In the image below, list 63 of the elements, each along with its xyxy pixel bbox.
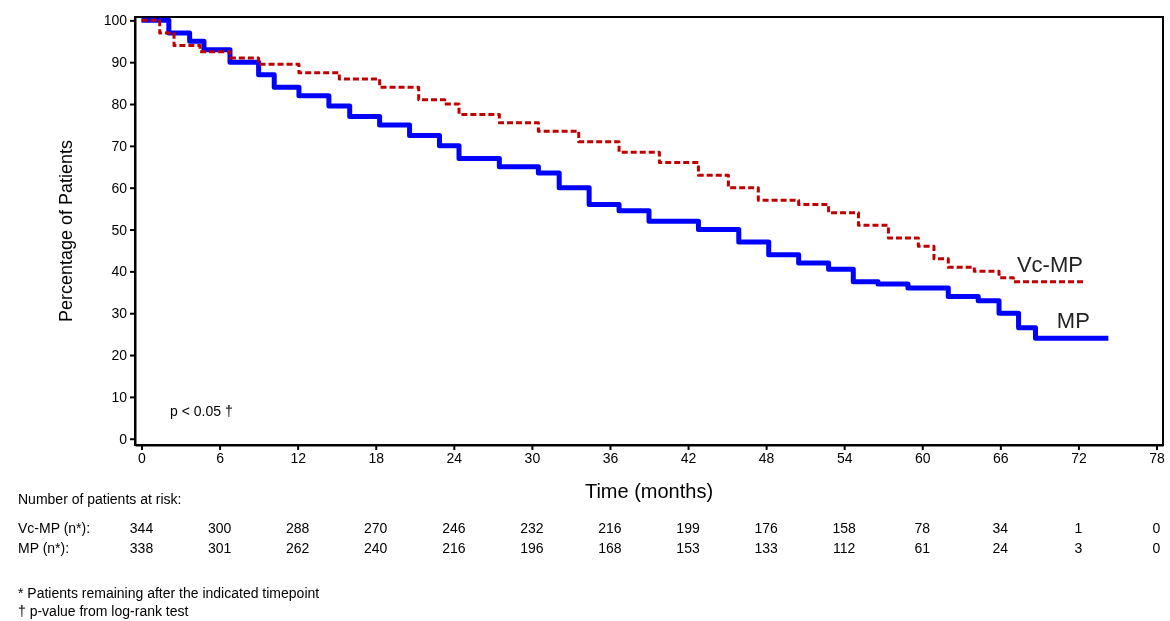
text: 112: [833, 540, 856, 556]
text: 246: [442, 520, 466, 536]
text: 153: [676, 540, 700, 556]
x-axis-title: Time (months): [584, 480, 714, 502]
text: 168: [598, 540, 622, 556]
text: * Patients remaining after the indicated timepoint: [18, 585, 320, 601]
text: 240: [364, 540, 388, 556]
text: 338: [129, 540, 154, 556]
y-tick-label: 50: [111, 221, 128, 238]
x-tick-label: 42: [680, 449, 697, 466]
text: 61: [914, 540, 931, 556]
text: 158: [832, 520, 857, 536]
y-tick-label: 60: [111, 179, 128, 196]
x-tick-label: 36: [602, 449, 619, 466]
text: 196: [520, 540, 544, 556]
text: Number of patients at risk:: [18, 491, 182, 507]
text: Vc-MP (n*):: [18, 520, 91, 536]
x-tick-label: 30: [524, 449, 541, 466]
text: 176: [754, 520, 779, 536]
x-tick-label: 78: [1149, 449, 1165, 466]
y-axis-title: Percentage of Patients: [56, 139, 76, 323]
text: 262: [285, 540, 310, 556]
text: 24: [992, 540, 1009, 556]
text: 0: [1152, 540, 1161, 556]
annotation: p < 0.05 †: [170, 402, 233, 419]
x-tick-label: 12: [290, 449, 307, 466]
x-tick-label: 54: [836, 449, 853, 466]
text: 216: [598, 520, 622, 536]
x-tick-label: 18: [368, 449, 385, 466]
text: 300: [207, 520, 232, 536]
text: 3: [1074, 540, 1083, 556]
text: 0: [1152, 520, 1161, 536]
text: 1: [1074, 520, 1083, 536]
y-tick-label: 70: [111, 137, 128, 154]
text: 301: [207, 540, 232, 556]
series-label: MP: [1056, 308, 1090, 334]
text: 288: [285, 520, 310, 536]
text: 344: [129, 520, 154, 536]
x-tick-label: 24: [446, 449, 463, 466]
y-tick-label: 10: [111, 388, 128, 405]
y-tick-label: 40: [111, 263, 128, 280]
y-tick-label: 20: [111, 347, 128, 364]
x-tick-label: 60: [914, 449, 931, 466]
series-label: Vc-MP: [1016, 251, 1083, 277]
text: 199: [676, 520, 700, 536]
text: MP (n*):: [18, 540, 70, 556]
text: 133: [754, 540, 779, 556]
text: 270: [364, 520, 388, 536]
x-tick-label: 48: [758, 449, 775, 466]
y-tick-label: 100: [103, 12, 128, 29]
text: 34: [992, 520, 1009, 536]
x-tick-label: 0: [138, 449, 147, 466]
text: † p-value from log-rank test: [18, 603, 189, 619]
text: 216: [442, 540, 466, 556]
x-tick-label: 66: [993, 449, 1009, 466]
x-tick-label: 72: [1071, 449, 1087, 466]
text: 78: [914, 520, 931, 536]
y-tick-label: 90: [111, 54, 128, 71]
text: 232: [520, 520, 544, 536]
x-tick-label: 6: [216, 449, 225, 466]
y-tick-label: 80: [111, 96, 128, 112]
y-tick-label: 0: [119, 430, 128, 447]
y-tick-label: 30: [111, 305, 128, 322]
